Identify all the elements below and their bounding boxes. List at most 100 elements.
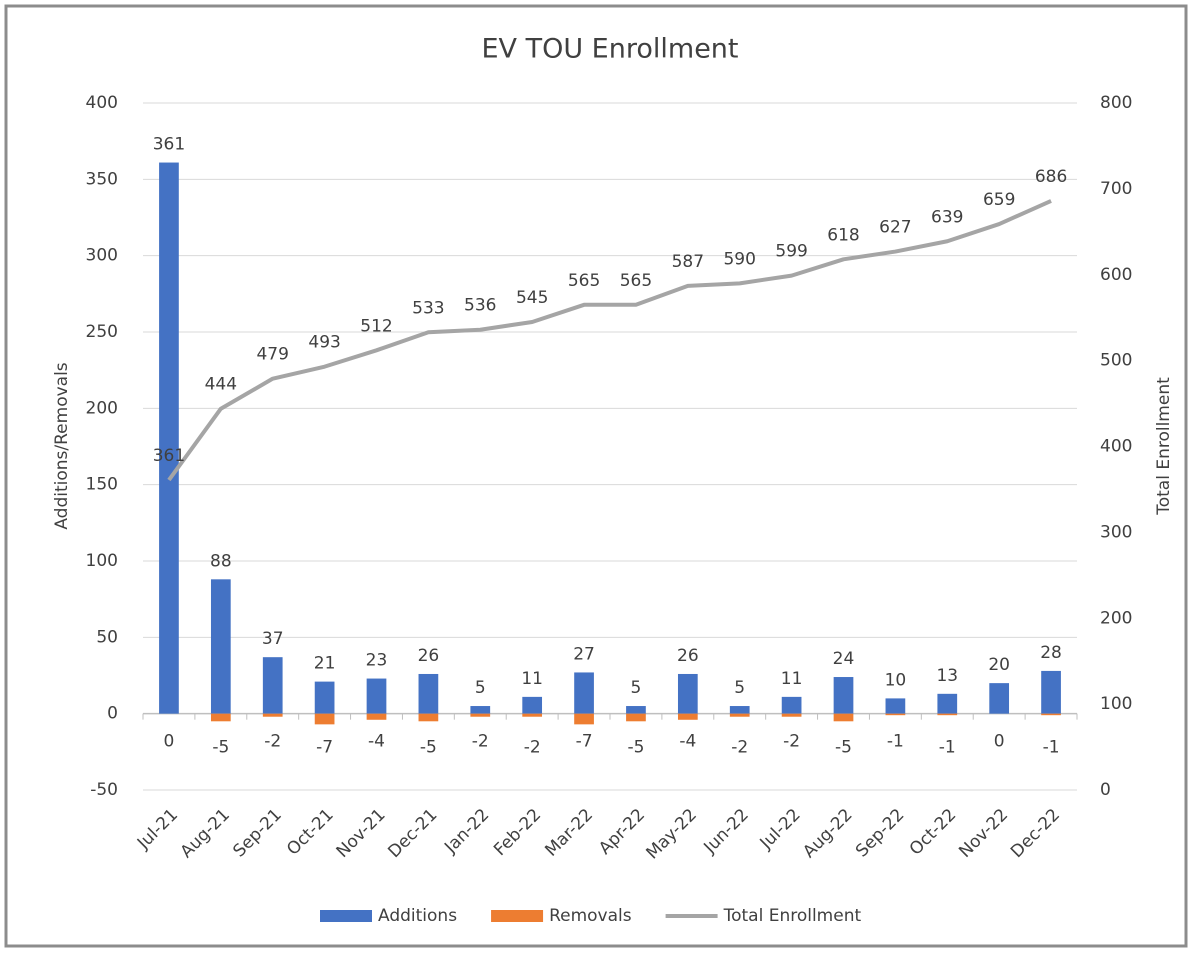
bar: [574, 713, 594, 725]
y2-tick-label: 400: [1100, 437, 1132, 457]
bar: [833, 713, 854, 722]
data-label: 37: [262, 629, 284, 649]
y-tick-label: 400: [86, 93, 118, 113]
bar: [418, 713, 439, 722]
data-label: 23: [366, 651, 388, 671]
data-label: 479: [256, 345, 288, 365]
bar: [418, 673, 439, 714]
data-label: 545: [516, 288, 548, 308]
line: [167, 199, 1052, 482]
bar: [210, 713, 231, 722]
data-label: 639: [931, 207, 963, 227]
legend-swatch: [320, 910, 372, 922]
data-label: -2: [783, 732, 800, 752]
bar: [833, 677, 854, 714]
bar: [729, 713, 750, 717]
data-label: -1: [1043, 738, 1060, 758]
data-label: -2: [264, 732, 281, 752]
y-tick-label: 0: [107, 704, 118, 724]
data-label: -5: [835, 738, 852, 758]
bar: [1041, 713, 1061, 716]
y2-axis-title: Total Enrollment: [1154, 377, 1174, 516]
data-label: -2: [524, 738, 541, 758]
bar: [626, 713, 646, 722]
data-label: -4: [368, 732, 385, 752]
data-label: 512: [360, 316, 392, 336]
data-label: 587: [672, 252, 704, 272]
bar: [937, 693, 958, 714]
bar: [366, 678, 387, 714]
bar: [314, 681, 335, 714]
bar: [989, 683, 1010, 714]
data-label: 5: [734, 678, 745, 698]
data-label: 11: [521, 669, 543, 689]
bar: [262, 657, 283, 714]
data-label: 24: [833, 649, 855, 669]
y-tick-label: 200: [86, 398, 118, 418]
bar: [781, 696, 802, 714]
y2-tick-label: 100: [1100, 694, 1132, 714]
y2-tick-label: 600: [1100, 265, 1132, 285]
y2-tick-label: 200: [1100, 608, 1132, 628]
data-label: 536: [464, 296, 496, 316]
data-label: 599: [775, 242, 807, 262]
data-label: -2: [731, 738, 748, 758]
data-label: -7: [576, 732, 593, 752]
data-label: -5: [420, 738, 437, 758]
y-tick-label: 250: [86, 322, 118, 342]
bar: [677, 713, 698, 720]
bar: [522, 696, 543, 714]
bar: [366, 713, 387, 720]
data-label: 20: [988, 655, 1010, 675]
data-label: 590: [723, 249, 755, 269]
data-label: -7: [316, 738, 333, 758]
y2-tick-label: 0: [1100, 780, 1111, 800]
y-tick-label: 150: [86, 475, 118, 495]
legend-label: Additions: [378, 906, 457, 926]
data-label: 26: [677, 646, 699, 666]
chart-title: EV TOU Enrollment: [481, 34, 738, 65]
y2-tick-label: 500: [1100, 351, 1132, 371]
legend-label: Removals: [549, 906, 632, 926]
data-label: 361: [153, 446, 185, 466]
bar: [159, 162, 179, 714]
data-label: 27: [573, 644, 595, 664]
data-label: -2: [472, 732, 489, 752]
data-label: 28: [1040, 643, 1062, 663]
legend-label: Total Enrollment: [723, 906, 862, 926]
bar: [781, 713, 802, 717]
bar: [470, 706, 491, 714]
y2-tick-label: 800: [1100, 93, 1132, 113]
chart-frame: [4, 4, 1188, 948]
y2-tick-label: 300: [1100, 522, 1132, 542]
data-label: 10: [885, 670, 907, 690]
data-label: 21: [314, 654, 336, 674]
data-label: 5: [475, 678, 486, 698]
y2-tick-label: 700: [1100, 179, 1132, 199]
bar: [314, 713, 335, 725]
y-tick-label: 50: [96, 627, 118, 647]
data-label: -4: [679, 732, 696, 752]
bar: [210, 579, 231, 714]
data-label: 618: [827, 225, 859, 245]
data-label: 565: [568, 271, 600, 291]
data-label: 0: [994, 732, 1005, 752]
data-label: 0: [164, 732, 175, 752]
bar: [1041, 670, 1061, 714]
data-label: 361: [153, 135, 185, 155]
data-label: 88: [210, 551, 232, 571]
data-label: 627: [879, 218, 911, 238]
bar: [574, 672, 594, 714]
bar: [522, 713, 543, 717]
bar: [470, 713, 491, 717]
bar: [885, 698, 906, 714]
data-label: -5: [212, 738, 229, 758]
data-label: 493: [308, 333, 340, 353]
y-tick-label: 100: [86, 551, 118, 571]
data-label: 11: [781, 669, 803, 689]
data-label: 444: [205, 375, 237, 395]
data-label: 659: [983, 190, 1015, 210]
bar: [937, 713, 958, 716]
y-axis-title: Additions/Removals: [52, 362, 72, 529]
